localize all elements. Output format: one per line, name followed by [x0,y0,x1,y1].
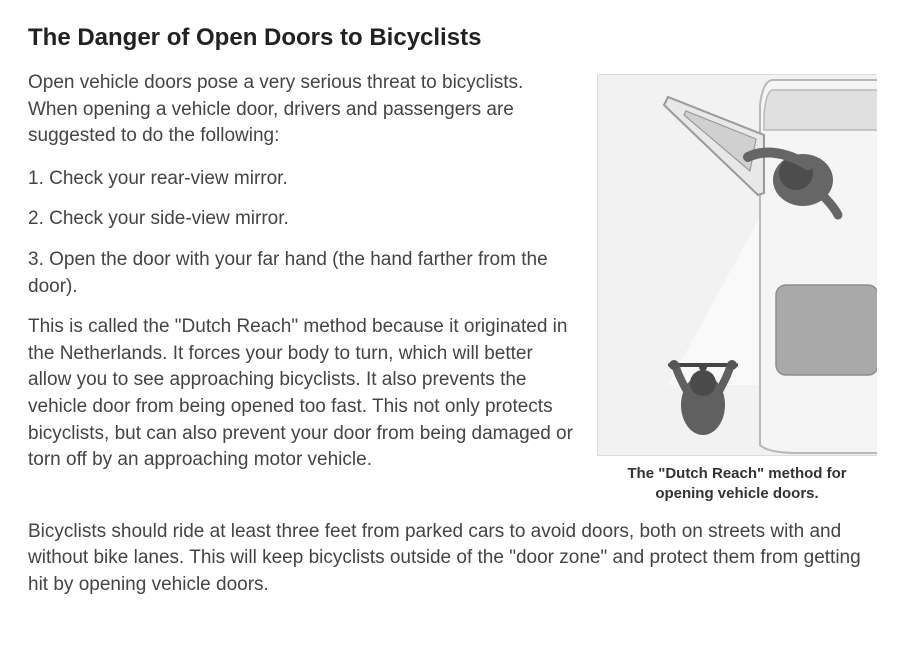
figure-container: The "Dutch Reach" method for opening veh… [597,74,877,505]
final-paragraph: Bicyclists should ride at least three fe… [28,519,877,599]
figure-caption: The "Dutch Reach" method for opening veh… [597,464,877,505]
dutch-reach-illustration [597,74,877,456]
page-title: The Danger of Open Doors to Bicyclists [28,24,877,52]
content-body: The "Dutch Reach" method for opening veh… [28,70,877,614]
